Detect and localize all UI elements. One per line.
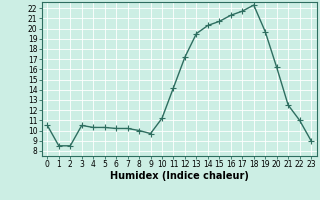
X-axis label: Humidex (Indice chaleur): Humidex (Indice chaleur) [110,171,249,181]
